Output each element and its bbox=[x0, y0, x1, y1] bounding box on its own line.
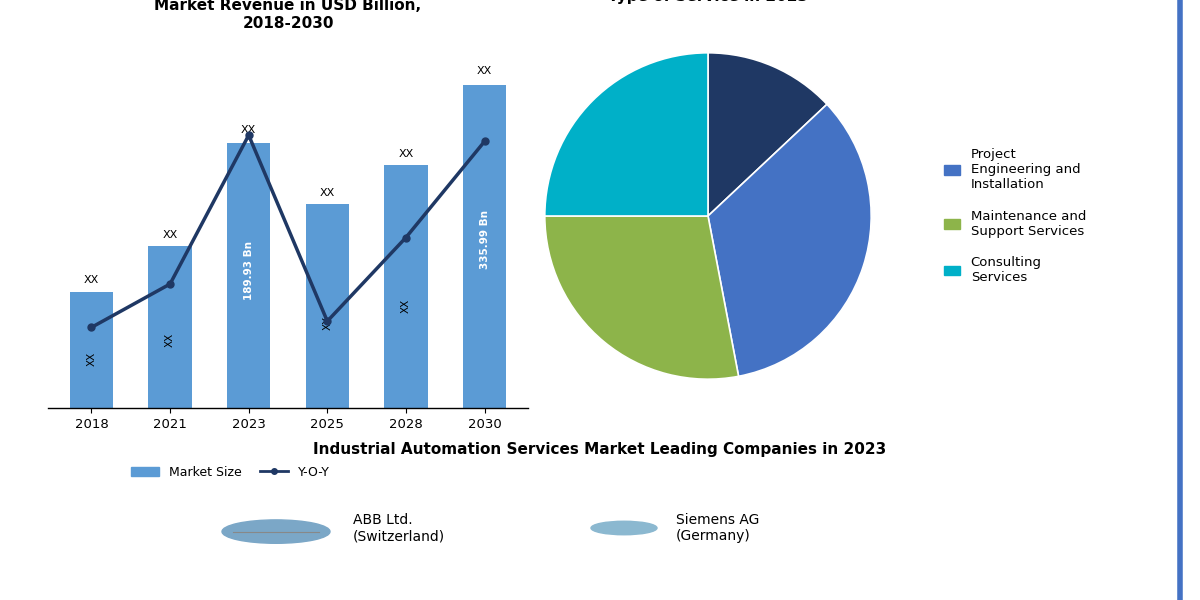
Text: Industrial Automation Services Market Leading Companies in 2023: Industrial Automation Services Market Le… bbox=[313, 442, 887, 457]
Text: XX: XX bbox=[162, 230, 178, 240]
Bar bbox=[227, 143, 270, 408]
Ellipse shape bbox=[222, 520, 330, 544]
Bar bbox=[463, 85, 506, 408]
Text: XX: XX bbox=[86, 352, 96, 366]
Legend: Project
Engineering and
Installation, Maintenance and
Support Services, Consulti: Project Engineering and Installation, Ma… bbox=[938, 143, 1091, 289]
Wedge shape bbox=[708, 53, 827, 216]
Text: XX: XX bbox=[401, 299, 410, 313]
Title: Industrial Automation Services
Market Revenue in USD Billion,
2018-2030: Industrial Automation Services Market Re… bbox=[155, 0, 421, 31]
Ellipse shape bbox=[592, 521, 658, 535]
Text: XX: XX bbox=[319, 188, 335, 198]
Bar bbox=[70, 292, 113, 408]
Text: 335.99 Bn: 335.99 Bn bbox=[480, 210, 490, 269]
Text: XX: XX bbox=[323, 315, 332, 329]
Bar bbox=[149, 246, 192, 408]
Text: ABB Ltd.
(Switzerland): ABB Ltd. (Switzerland) bbox=[353, 513, 445, 543]
Text: XX: XX bbox=[166, 333, 175, 347]
Bar bbox=[306, 204, 349, 408]
Text: XX: XX bbox=[398, 149, 414, 159]
Wedge shape bbox=[708, 104, 871, 376]
Text: 189.93 Bn: 189.93 Bn bbox=[244, 241, 253, 299]
Wedge shape bbox=[545, 216, 738, 379]
Wedge shape bbox=[545, 53, 708, 216]
Text: XX: XX bbox=[84, 275, 100, 285]
Text: XX: XX bbox=[476, 67, 492, 76]
Bar bbox=[384, 166, 427, 408]
Text: Siemens AG
(Germany): Siemens AG (Germany) bbox=[676, 513, 758, 543]
Legend: Market Size, Y-O-Y: Market Size, Y-O-Y bbox=[126, 461, 335, 484]
Text: XX: XX bbox=[241, 125, 257, 134]
Title: Industrial Automation Services Market By
Type of Service in 2023: Industrial Automation Services Market By… bbox=[529, 0, 887, 4]
